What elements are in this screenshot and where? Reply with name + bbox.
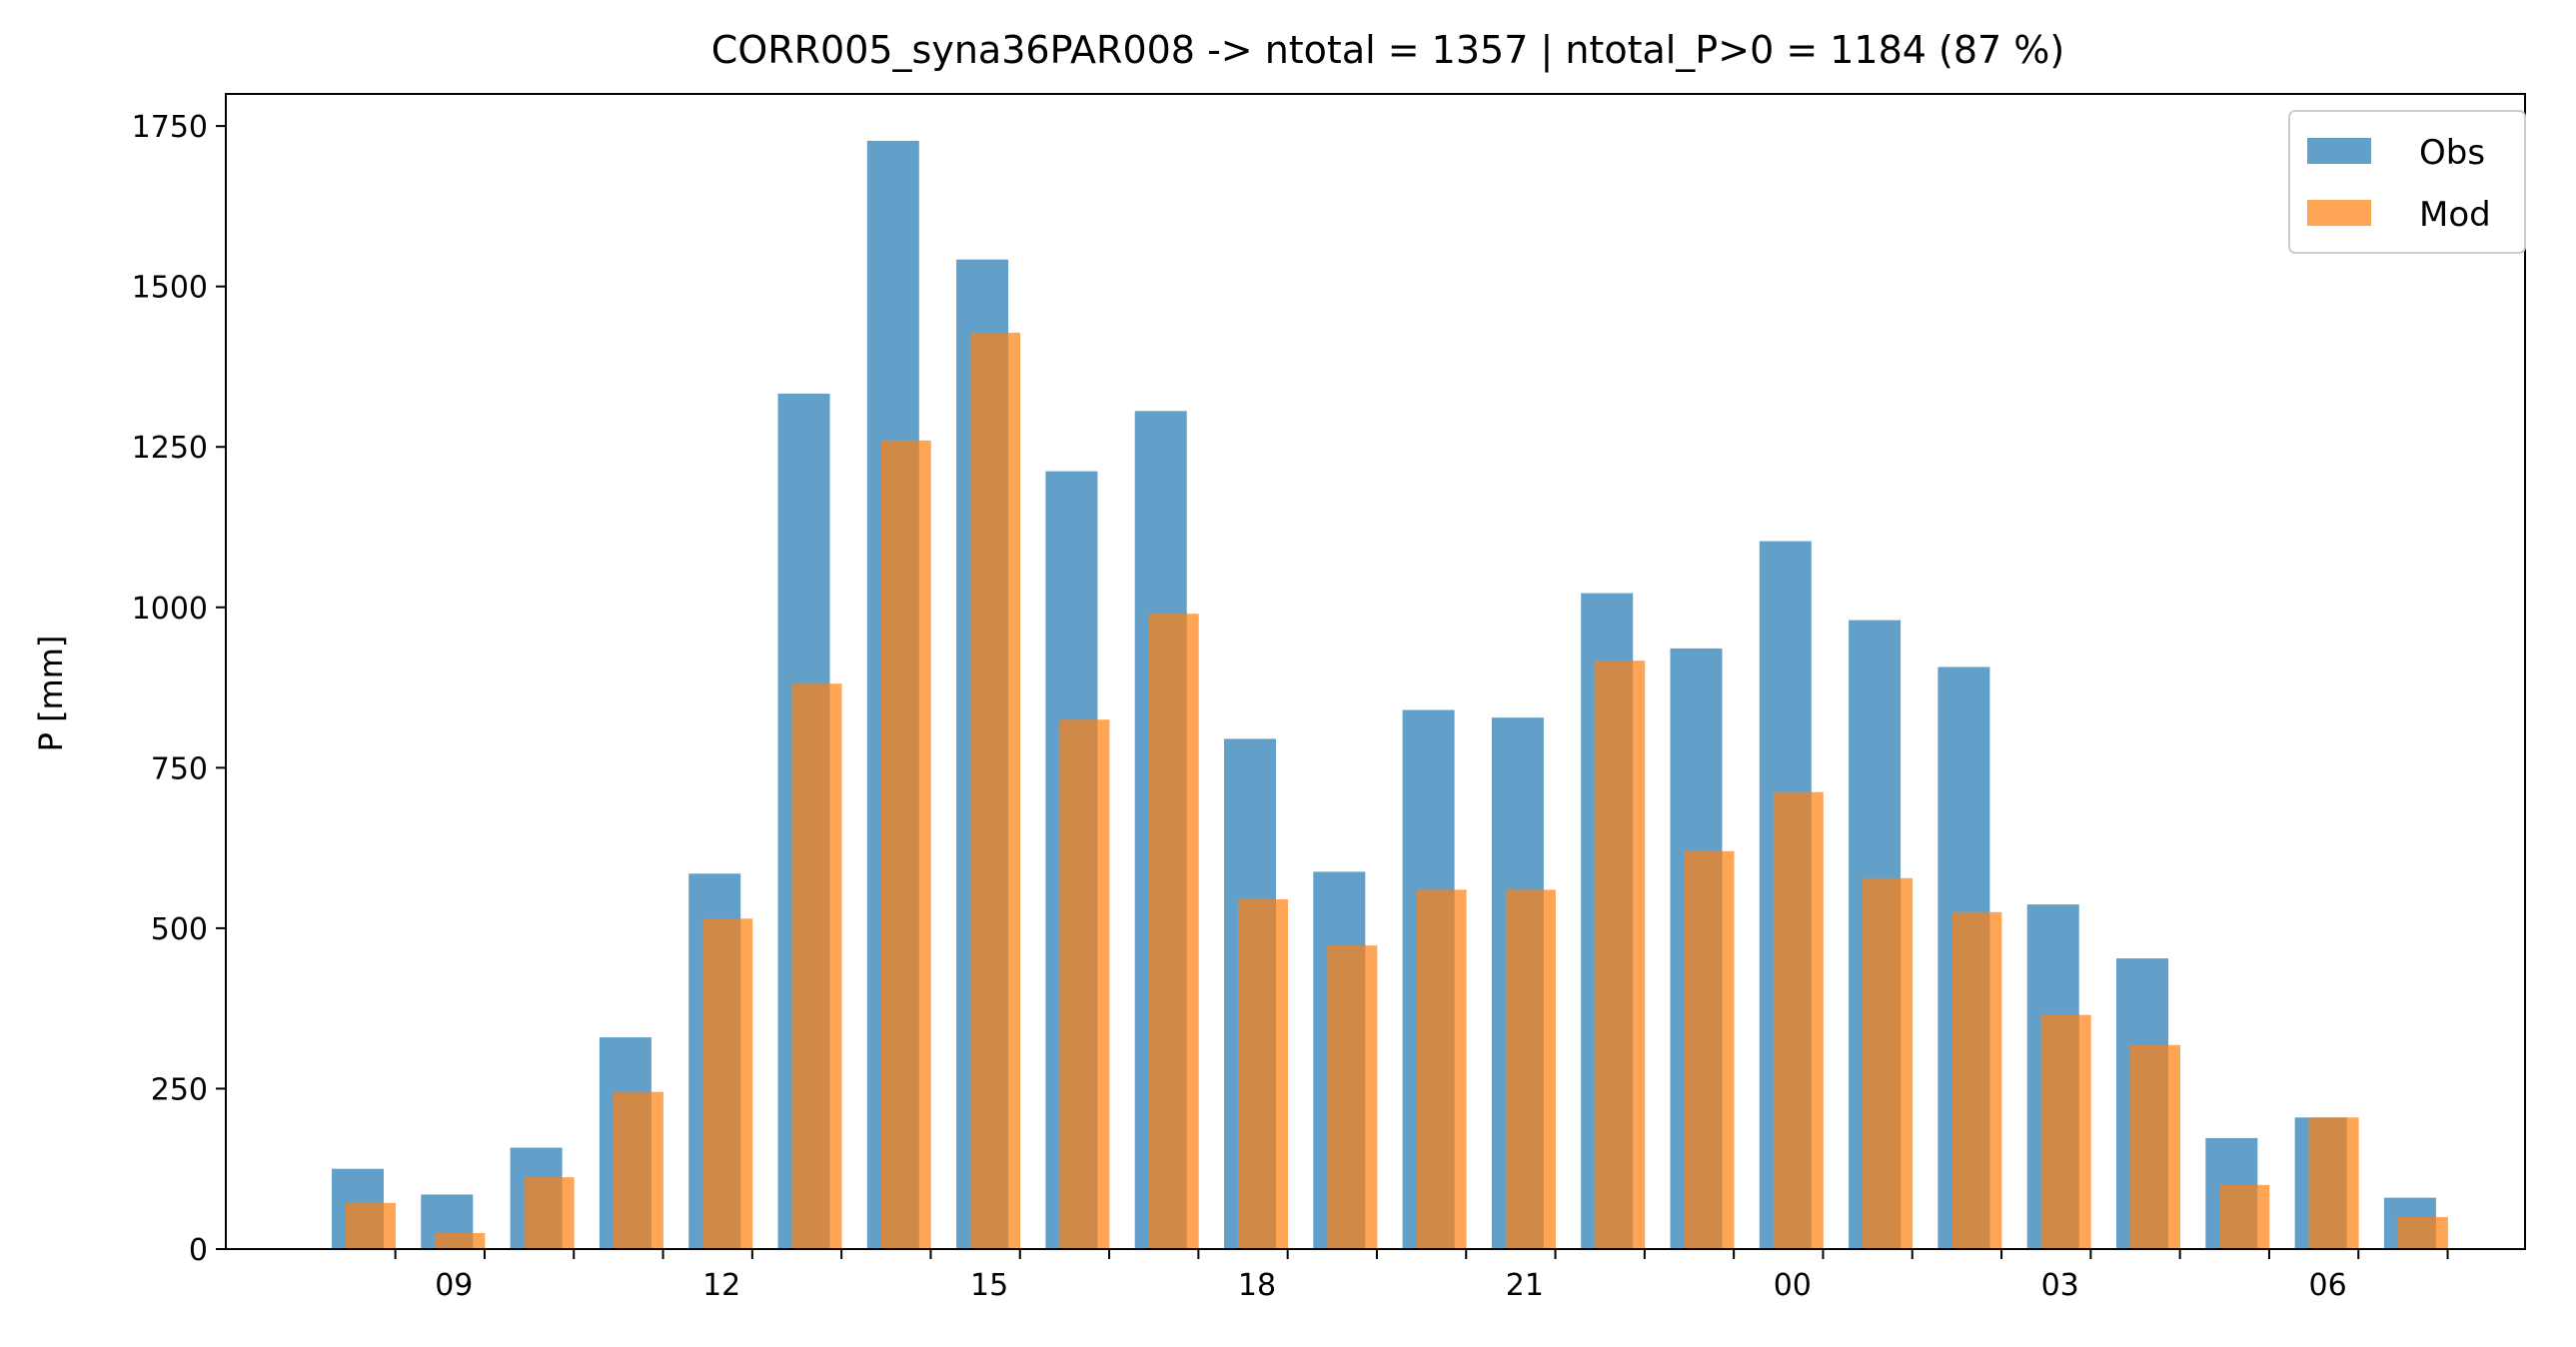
bar-mod-22 (1595, 661, 1646, 1249)
y-axis-label: P [mm] (32, 636, 70, 752)
x-tick-label-00: 00 (1774, 1268, 1812, 1303)
x-tick-label-21: 21 (1506, 1268, 1544, 1303)
bar-mod-08 (346, 1202, 396, 1249)
legend-swatch-mod (2307, 200, 2371, 226)
bar-mod-13 (791, 683, 842, 1249)
legend-swatch-obs (2307, 138, 2371, 164)
bar-mod-02 (1951, 911, 2002, 1249)
bar-mod-20 (1416, 889, 1467, 1249)
bar-mod-03 (2040, 1014, 2091, 1249)
x-tick-label-12: 12 (702, 1268, 740, 1303)
bar-mod-16 (1059, 719, 1110, 1249)
y-tick-label-1000: 1000 (132, 592, 208, 627)
bar-mod-12 (702, 918, 753, 1249)
legend: Obs Mod (2288, 110, 2526, 254)
legend-label-mod: Mod (2419, 195, 2491, 235)
bar-mod-04 (2130, 1044, 2180, 1249)
y-tick-label-750: 750 (151, 751, 208, 786)
bar-mod-07 (2397, 1216, 2448, 1249)
x-tick-label-09: 09 (435, 1268, 473, 1303)
bar-mod-18 (1238, 899, 1288, 1249)
x-tick-label-03: 03 (2041, 1268, 2079, 1303)
bar-mod-01 (1863, 877, 1914, 1249)
bar-mod-05 (2219, 1184, 2270, 1249)
bar-mod-00 (1773, 791, 1824, 1249)
bar-mod-14 (880, 440, 931, 1249)
bar-mod-19 (1327, 945, 1378, 1249)
y-tick-label-500: 500 (151, 912, 208, 947)
bar-mod-09 (435, 1232, 486, 1249)
bar-mod-17 (1148, 614, 1199, 1249)
bar-mod-06 (2308, 1117, 2359, 1249)
legend-label-obs: Obs (2419, 133, 2485, 173)
bars-layer (332, 140, 2448, 1250)
x-tick-label-18: 18 (1238, 1268, 1276, 1303)
bar-mod-10 (524, 1177, 575, 1249)
y-tick-label-1750: 1750 (132, 110, 208, 145)
x-tick-label-06: 06 (2309, 1268, 2347, 1303)
axes-layer: 0 250 500 750 1000 1250 1500 1750 09 12 15 18 21 00 03… (132, 93, 2526, 1303)
y-tick-label-250: 250 (151, 1072, 208, 1107)
x-tick-label-15: 15 (970, 1268, 1008, 1303)
y-tick-label-1250: 1250 (132, 431, 208, 466)
bar-mod-23 (1684, 850, 1735, 1249)
y-tick-label-0: 0 (189, 1233, 208, 1268)
plot-frame (225, 93, 2526, 1250)
chart-title: CORR005_syna36PAR008 -> ntotal = 1357 | … (711, 28, 2064, 73)
bar-mod-15 (970, 332, 1021, 1249)
bar-mod-11 (613, 1091, 663, 1249)
y-tick-label-1500: 1500 (132, 271, 208, 306)
bar-mod-21 (1505, 889, 1556, 1249)
